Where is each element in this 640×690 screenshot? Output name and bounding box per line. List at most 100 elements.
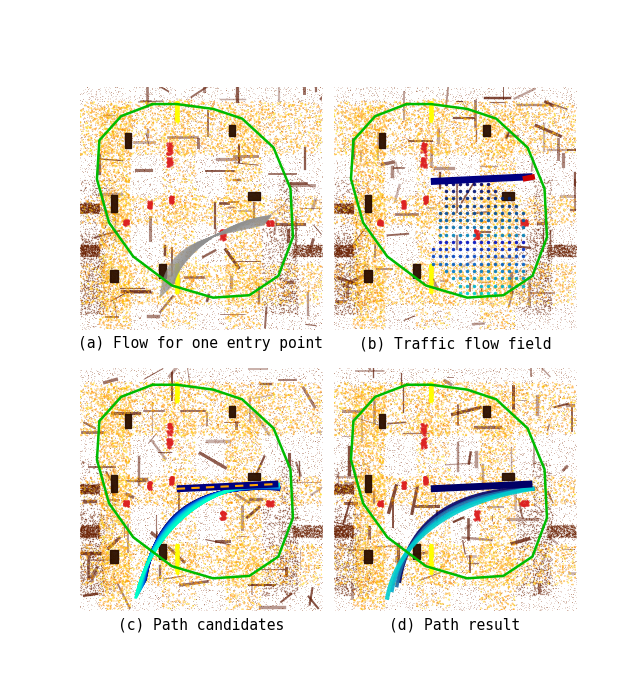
Point xyxy=(259,569,269,580)
Point xyxy=(419,577,429,588)
Point xyxy=(342,480,352,491)
Point xyxy=(509,219,520,230)
Point xyxy=(277,233,287,244)
Point xyxy=(355,449,365,460)
Point xyxy=(148,130,158,141)
Point xyxy=(385,124,395,135)
Point xyxy=(266,428,276,440)
Point xyxy=(519,418,529,429)
Point xyxy=(97,402,108,413)
Point xyxy=(531,485,541,496)
Point xyxy=(372,386,383,397)
Point xyxy=(180,580,191,591)
Point xyxy=(156,322,166,333)
Point xyxy=(364,126,374,137)
Point xyxy=(399,476,409,487)
Point xyxy=(475,233,485,244)
Point xyxy=(195,521,205,532)
Point xyxy=(483,323,493,334)
Point xyxy=(204,551,214,562)
Point xyxy=(456,408,467,419)
Point xyxy=(107,399,117,410)
Point xyxy=(103,415,113,426)
Point xyxy=(424,109,435,120)
Point xyxy=(109,219,119,230)
Point xyxy=(355,533,365,544)
Point xyxy=(146,494,156,505)
Point xyxy=(216,117,227,128)
Point xyxy=(290,529,300,540)
Point xyxy=(138,108,148,119)
Point xyxy=(377,577,387,588)
Point xyxy=(373,192,383,203)
Point xyxy=(339,250,349,261)
Point xyxy=(540,310,550,321)
Point xyxy=(222,478,232,489)
Point xyxy=(295,245,305,256)
Point xyxy=(383,575,393,586)
Point xyxy=(513,324,524,335)
Point xyxy=(236,489,246,500)
Point xyxy=(475,305,485,316)
Point xyxy=(232,263,243,274)
Point xyxy=(104,495,115,506)
Point xyxy=(285,535,295,546)
Point xyxy=(278,285,289,296)
Point xyxy=(545,235,555,246)
Point xyxy=(166,439,177,450)
Point xyxy=(227,123,237,134)
Point xyxy=(97,571,107,582)
Point xyxy=(193,91,204,102)
Point xyxy=(268,111,278,122)
Point xyxy=(328,469,338,480)
Point xyxy=(529,124,540,135)
Point xyxy=(356,112,367,124)
Point xyxy=(161,506,172,518)
Point xyxy=(396,567,406,578)
Point xyxy=(500,377,511,388)
Point xyxy=(529,434,539,445)
Point xyxy=(103,242,113,253)
Point xyxy=(353,428,364,440)
Point xyxy=(104,525,115,536)
Point xyxy=(94,480,104,491)
Point xyxy=(351,584,361,595)
Point xyxy=(102,309,113,320)
Point xyxy=(456,365,467,376)
Point xyxy=(367,110,378,121)
Point xyxy=(425,564,435,575)
Point xyxy=(561,257,572,268)
Point xyxy=(294,408,304,420)
Point xyxy=(219,200,229,211)
Point xyxy=(311,273,321,284)
Point xyxy=(229,576,239,587)
Point xyxy=(87,368,97,379)
Point xyxy=(407,448,417,459)
Point xyxy=(106,180,116,191)
Point xyxy=(123,132,133,143)
Point xyxy=(444,270,454,282)
Point xyxy=(292,393,302,404)
Point xyxy=(522,235,532,246)
Point xyxy=(329,558,339,569)
Point xyxy=(161,415,172,426)
Point xyxy=(167,215,177,226)
Point xyxy=(230,168,241,179)
Point xyxy=(178,378,188,389)
Point xyxy=(554,115,564,126)
Point xyxy=(504,264,514,275)
Point xyxy=(291,108,301,119)
Point xyxy=(486,193,496,204)
Point xyxy=(179,148,189,159)
Point xyxy=(372,434,383,445)
Point xyxy=(288,493,298,504)
Point xyxy=(163,293,173,304)
Point xyxy=(195,296,205,307)
Point xyxy=(425,557,435,568)
Point xyxy=(92,498,102,509)
Point xyxy=(356,366,367,377)
Point xyxy=(410,222,420,233)
Point xyxy=(198,489,209,500)
Point xyxy=(559,245,569,256)
Point xyxy=(230,521,241,532)
